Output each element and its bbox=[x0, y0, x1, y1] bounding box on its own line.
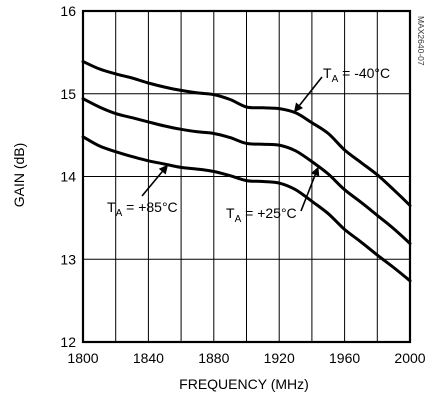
tick-labels: 1800 1840 1880 1920 1960 2000 12 13 14 15 16 bbox=[60, 3, 425, 366]
series-callouts: TA = -40°C TA = +25°C TA = +85°C bbox=[107, 65, 390, 225]
series-curves bbox=[81, 60, 412, 283]
x-tick-label: 1800 bbox=[67, 350, 98, 366]
x-tick-label: 1880 bbox=[198, 350, 229, 366]
x-tick-label: 2000 bbox=[394, 350, 425, 366]
y-tick-label: 16 bbox=[60, 3, 76, 19]
y-tick-label: 12 bbox=[60, 334, 76, 350]
x-axis-label: FREQUENCY (MHz) bbox=[179, 376, 309, 392]
grid bbox=[82, 10, 411, 343]
series-line bbox=[81, 60, 412, 207]
callout-arrow-line bbox=[298, 76, 323, 106]
part-number-watermark: MAX2640-07 bbox=[416, 16, 426, 66]
series-callout-label: TA = -40°C bbox=[323, 65, 390, 85]
x-tick-label: 1920 bbox=[264, 350, 295, 366]
callout-arrow-line bbox=[141, 171, 163, 197]
y-tick-label: 13 bbox=[60, 251, 76, 267]
y-tick-label: 15 bbox=[60, 86, 76, 102]
series-line bbox=[81, 97, 412, 245]
callout-arrow-head bbox=[293, 102, 303, 113]
x-tick-label: 1840 bbox=[133, 350, 164, 366]
series-line bbox=[81, 135, 412, 283]
series-callout-label: TA = +25°C bbox=[226, 205, 297, 225]
callout-arrow-head bbox=[158, 164, 168, 175]
plot-frame bbox=[81, 9, 412, 344]
x-tick-label: 1960 bbox=[329, 350, 360, 366]
callout-arrow-line bbox=[300, 174, 316, 212]
callout-arrow-head bbox=[311, 166, 320, 177]
y-tick-label: 14 bbox=[60, 169, 76, 185]
y-axis-label: GAIN (dB) bbox=[11, 143, 27, 208]
series-callout-label: TA = +85°C bbox=[107, 199, 178, 219]
